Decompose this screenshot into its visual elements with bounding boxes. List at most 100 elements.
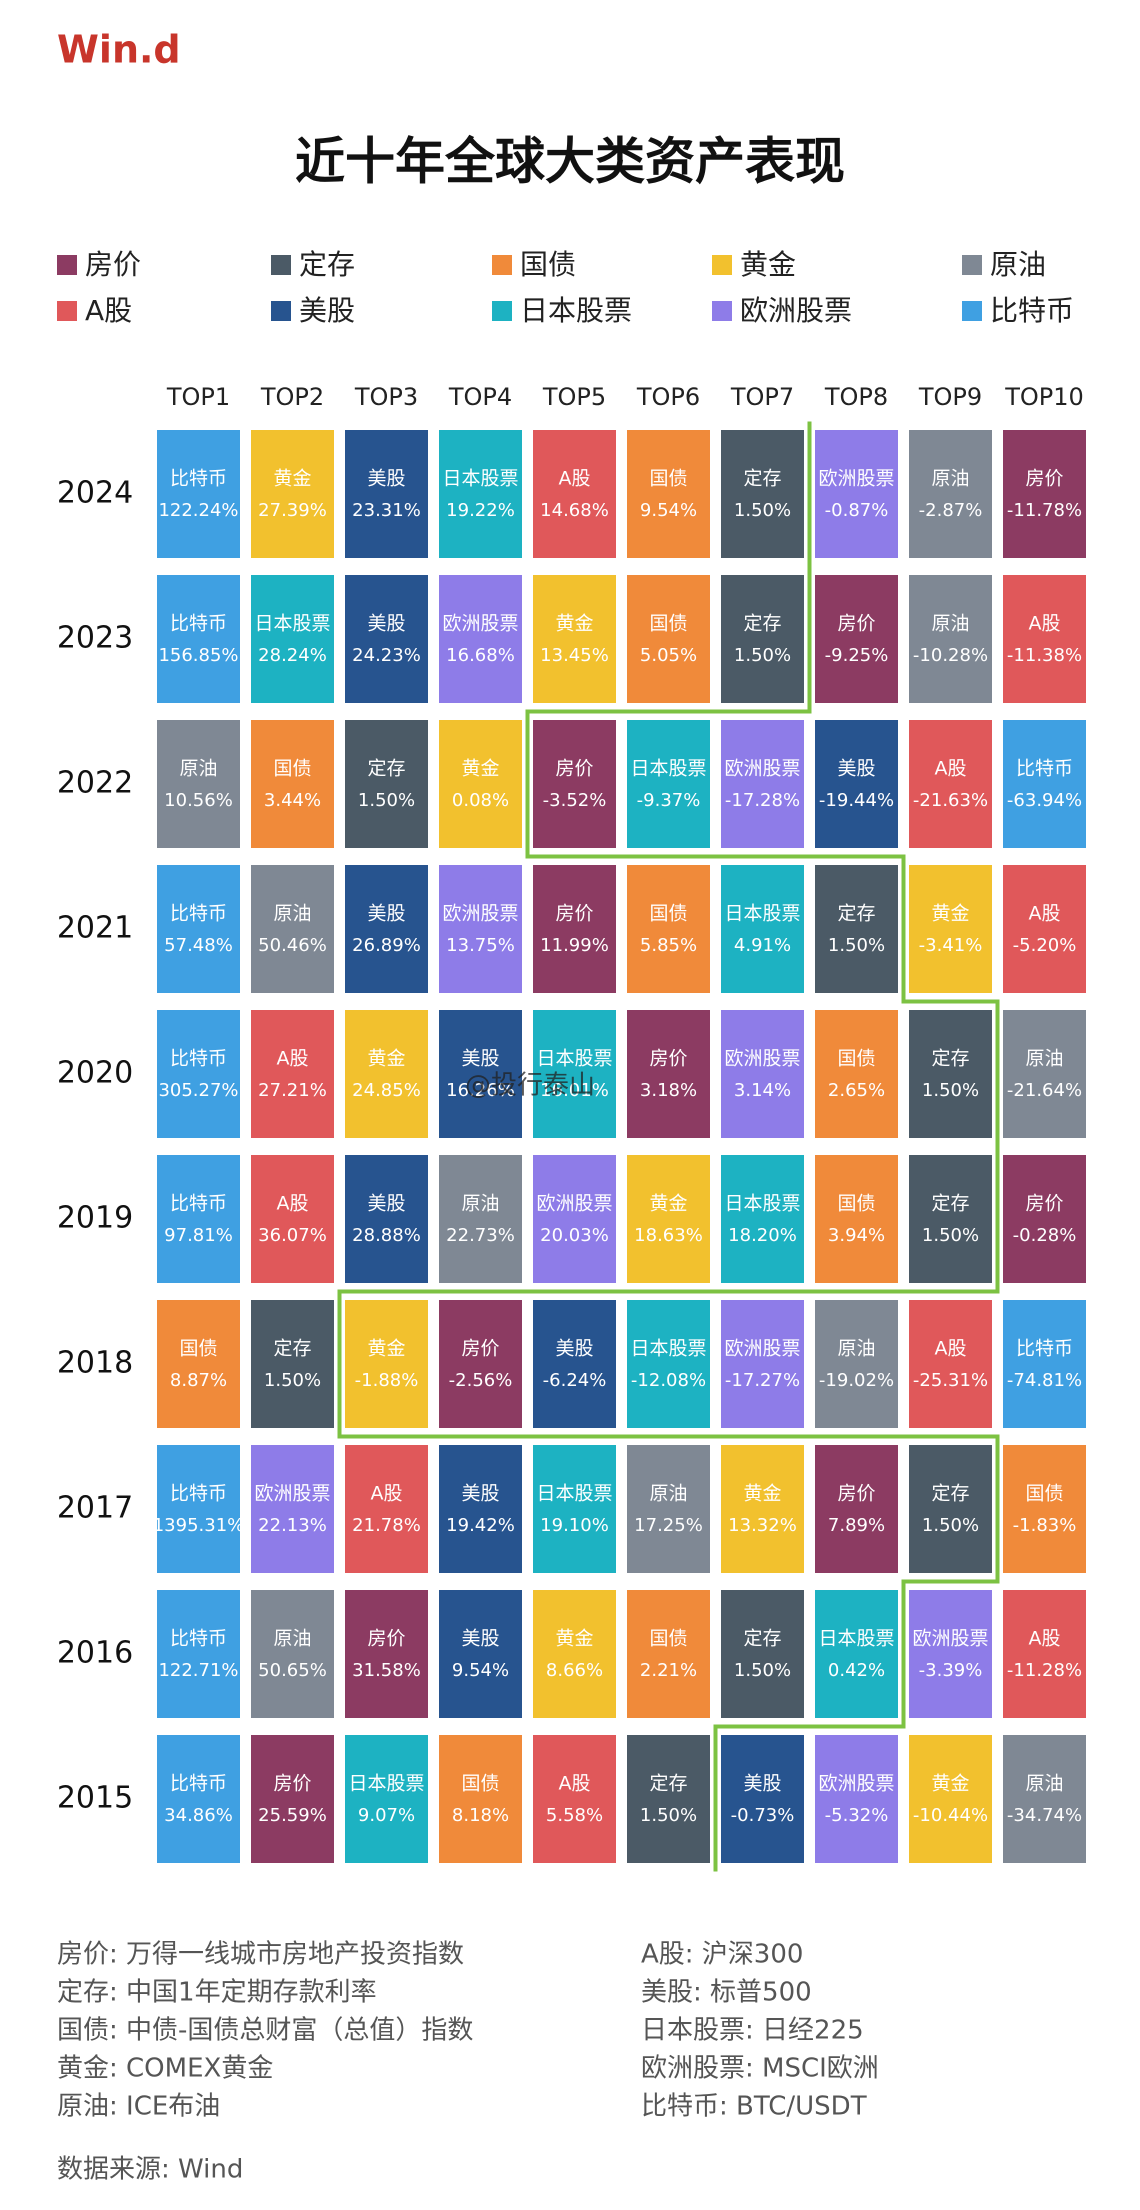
asset-name: A股 bbox=[935, 758, 967, 780]
asset-cell bbox=[721, 1010, 804, 1138]
legend-swatch bbox=[712, 255, 732, 275]
legend-label: 国债 bbox=[520, 248, 576, 281]
asset-name: 美股 bbox=[367, 468, 405, 490]
asset-return: -21.64% bbox=[1007, 1080, 1082, 1101]
asset-cell bbox=[157, 1590, 240, 1718]
asset-name: 国债 bbox=[273, 758, 311, 780]
asset-name: 黄金 bbox=[273, 468, 311, 490]
asset-name: 美股 bbox=[367, 1193, 405, 1215]
asset-return: 22.13% bbox=[258, 1515, 327, 1536]
asset-return: -34.74% bbox=[1007, 1805, 1082, 1826]
asset-name: 比特币 bbox=[170, 1773, 227, 1795]
asset-cell bbox=[627, 1735, 710, 1863]
note: 黄金: COMEX黄金 bbox=[57, 2054, 273, 2084]
asset-return: 26.89% bbox=[352, 935, 421, 956]
asset-cell bbox=[439, 575, 522, 703]
legend-swatch bbox=[271, 301, 291, 321]
asset-cell bbox=[1003, 1155, 1086, 1283]
asset-name: 国债 bbox=[649, 468, 687, 490]
asset-return: -11.78% bbox=[1007, 500, 1082, 521]
asset-name: 欧洲股票 bbox=[442, 903, 518, 925]
asset-name: A股 bbox=[371, 1483, 403, 1505]
asset-return: 28.24% bbox=[258, 645, 327, 666]
legend-label: 日本股票 bbox=[520, 294, 632, 327]
year-label: 2019 bbox=[57, 1201, 133, 1236]
asset-return: 27.21% bbox=[258, 1080, 327, 1101]
asset-cell bbox=[439, 1155, 522, 1283]
asset-cell bbox=[627, 430, 710, 558]
asset-cell bbox=[721, 430, 804, 558]
legend-swatch bbox=[962, 301, 982, 321]
asset-name: 日本股票 bbox=[442, 468, 518, 490]
asset-name: 房价 bbox=[1025, 468, 1063, 490]
asset-cell bbox=[439, 1445, 522, 1573]
asset-cell bbox=[345, 1735, 428, 1863]
asset-name: 日本股票 bbox=[630, 758, 706, 780]
year-label: 2017 bbox=[57, 1491, 133, 1526]
asset-cell bbox=[909, 1735, 992, 1863]
asset-cell bbox=[157, 1010, 240, 1138]
asset-return: 10.56% bbox=[164, 790, 233, 811]
asset-cell bbox=[251, 865, 334, 993]
asset-return: -3.39% bbox=[919, 1660, 983, 1681]
asset-return: 9.54% bbox=[640, 500, 697, 521]
title: 近十年全球大类资产表现 bbox=[295, 133, 845, 191]
asset-name: 国债 bbox=[461, 1773, 499, 1795]
asset-cell bbox=[345, 575, 428, 703]
legend-label: 欧洲股票 bbox=[740, 294, 852, 327]
asset-return: 1.50% bbox=[922, 1515, 979, 1536]
asset-name: 原油 bbox=[837, 1338, 875, 1360]
asset-cell bbox=[627, 1590, 710, 1718]
asset-cell bbox=[345, 1155, 428, 1283]
asset-return: 4.91% bbox=[734, 935, 791, 956]
asset-return: 0.08% bbox=[452, 790, 509, 811]
column-header: TOP6 bbox=[636, 383, 700, 411]
asset-cell bbox=[345, 720, 428, 848]
asset-return: 22.73% bbox=[446, 1225, 515, 1246]
asset-cell bbox=[909, 1300, 992, 1428]
asset-return: 27.39% bbox=[258, 500, 327, 521]
asset-cell bbox=[157, 1735, 240, 1863]
asset-name: 美股 bbox=[743, 1773, 781, 1795]
legend-label: 定存 bbox=[299, 248, 355, 281]
asset-name: 黄金 bbox=[743, 1483, 781, 1505]
asset-return: -9.25% bbox=[825, 645, 889, 666]
asset-return: 11.99% bbox=[540, 935, 609, 956]
asset-return: -17.27% bbox=[725, 1370, 800, 1391]
asset-name: 日本股票 bbox=[348, 1773, 424, 1795]
column-header: TOP5 bbox=[542, 383, 606, 411]
asset-cell bbox=[627, 1300, 710, 1428]
asset-return: 18.20% bbox=[728, 1225, 797, 1246]
asset-return: 13.45% bbox=[540, 645, 609, 666]
asset-cell bbox=[533, 430, 616, 558]
asset-cell bbox=[439, 720, 522, 848]
asset-return: 3.94% bbox=[828, 1225, 885, 1246]
asset-return: -5.20% bbox=[1013, 935, 1077, 956]
asset-return: 1.50% bbox=[734, 1660, 791, 1681]
asset-return: 305.27% bbox=[158, 1080, 238, 1101]
asset-name: 比特币 bbox=[170, 1048, 227, 1070]
year-label: 2020 bbox=[57, 1056, 133, 1091]
asset-name: 比特币 bbox=[1016, 758, 1073, 780]
asset-return: 3.14% bbox=[734, 1080, 791, 1101]
asset-return: 19.22% bbox=[446, 500, 515, 521]
asset-name: 原油 bbox=[179, 758, 217, 780]
asset-return: -2.87% bbox=[919, 500, 983, 521]
asset-return: 1.50% bbox=[264, 1370, 321, 1391]
legend-label: A股 bbox=[85, 294, 132, 327]
asset-name: 原油 bbox=[1025, 1773, 1063, 1795]
asset-return: 8.87% bbox=[170, 1370, 227, 1391]
asset-return: -9.37% bbox=[637, 790, 701, 811]
asset-name: 房价 bbox=[461, 1338, 499, 1360]
asset-name: 欧洲股票 bbox=[724, 758, 800, 780]
asset-name: 日本股票 bbox=[630, 1338, 706, 1360]
asset-cell bbox=[815, 1300, 898, 1428]
note: 房价: 万得一线城市房地产投资指数 bbox=[57, 1940, 464, 1970]
legend-label: 原油 bbox=[990, 248, 1046, 281]
asset-return: -6.24% bbox=[543, 1370, 607, 1391]
asset-cell bbox=[815, 1010, 898, 1138]
asset-return: 16.01% bbox=[540, 1080, 609, 1101]
legend-swatch bbox=[492, 255, 512, 275]
asset-return: 122.24% bbox=[158, 500, 238, 521]
asset-cell bbox=[533, 1010, 616, 1138]
